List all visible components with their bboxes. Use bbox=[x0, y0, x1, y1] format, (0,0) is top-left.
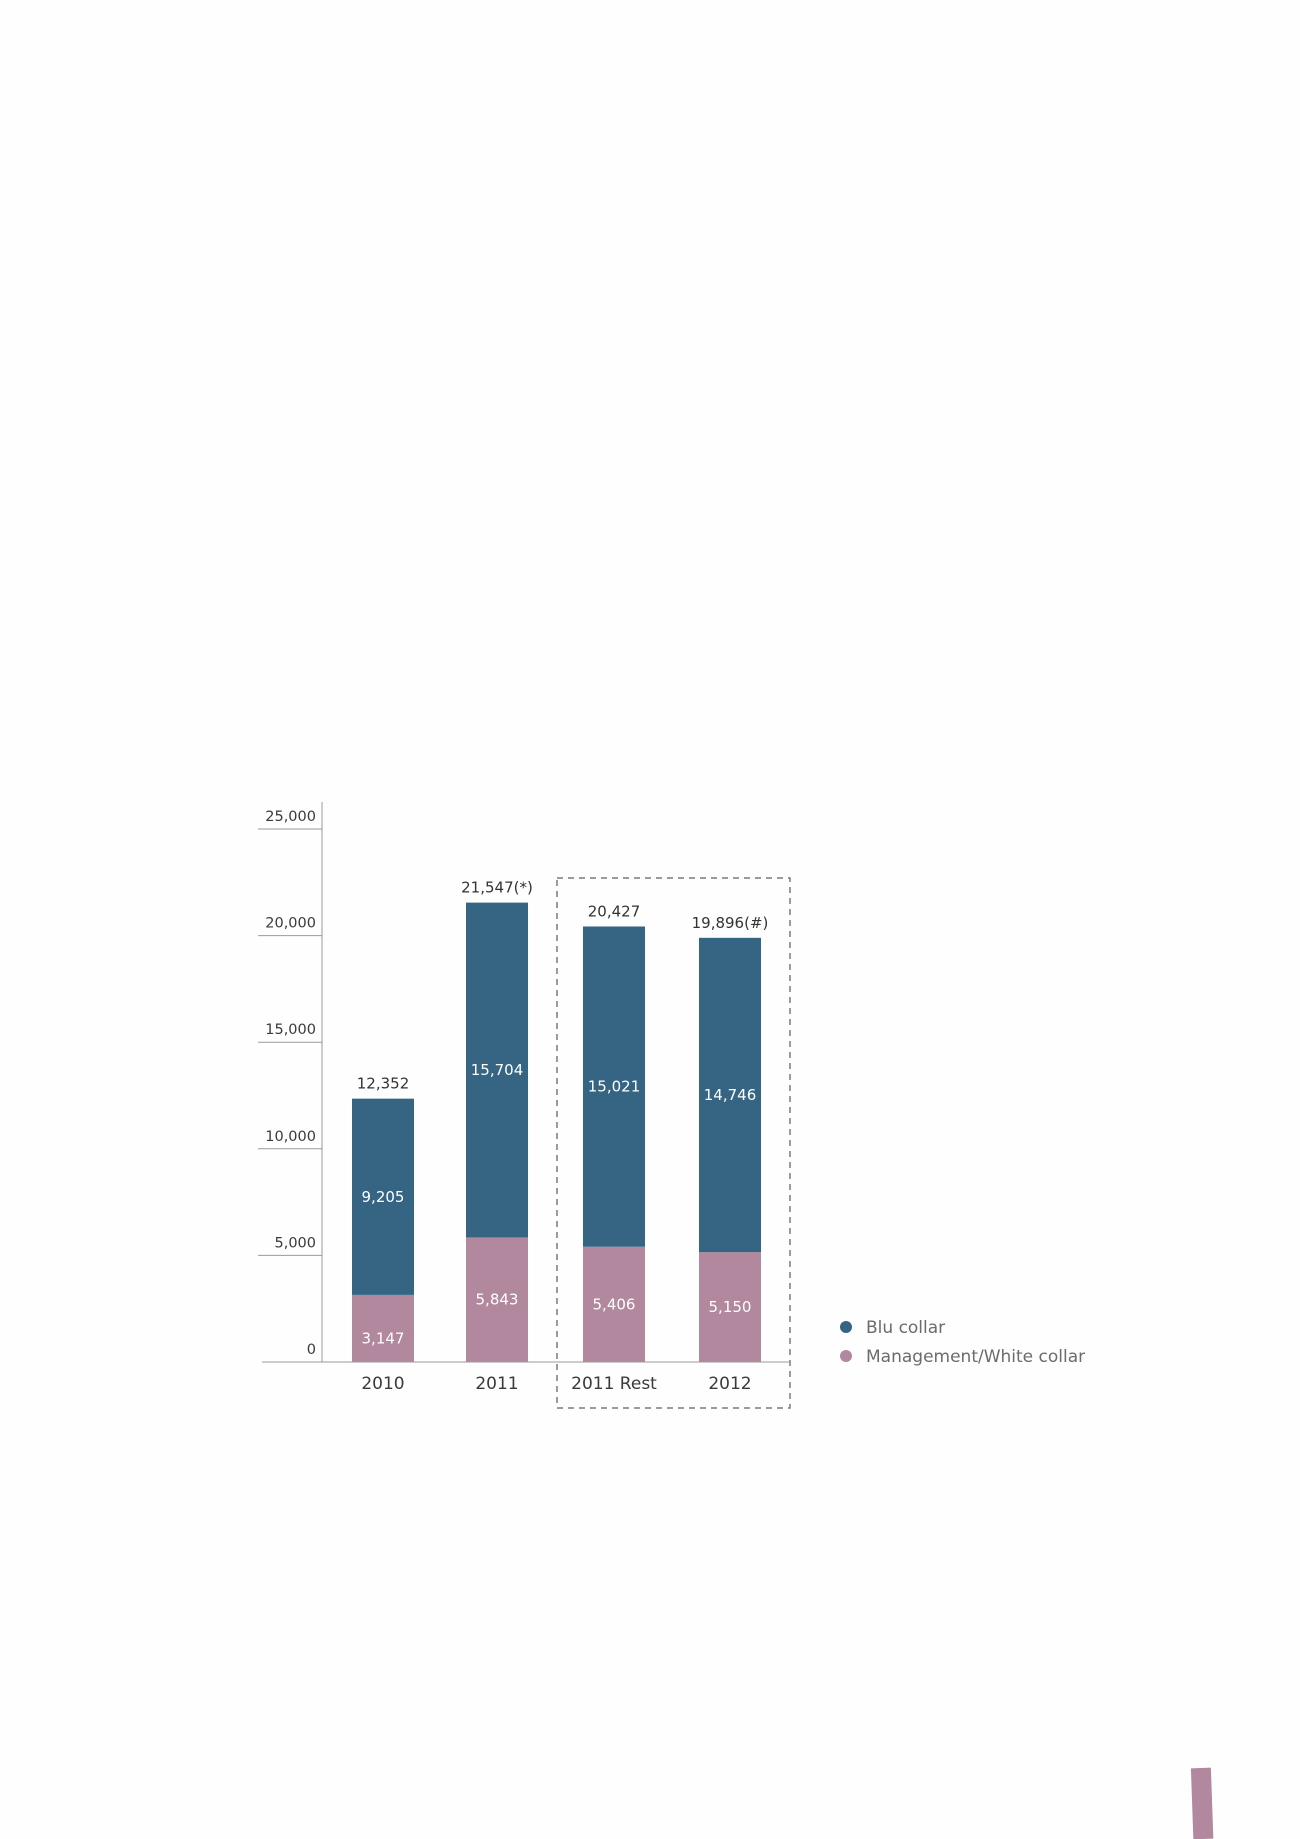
bar-segment-blu-collar bbox=[466, 902, 528, 1238]
y-tick-label: 15,000 bbox=[265, 1022, 316, 1038]
legend-marker bbox=[840, 1350, 852, 1362]
page-corner-tab bbox=[1190, 1767, 1214, 1839]
bars bbox=[352, 902, 761, 1362]
legend-label: Blu collar bbox=[866, 1318, 945, 1338]
highlight-box-rect bbox=[556, 877, 791, 1409]
bar-segment-blu-collar bbox=[699, 937, 761, 1253]
bar-segment-blu-collar bbox=[352, 1098, 414, 1295]
y-tick-label: 25,000 bbox=[265, 809, 316, 825]
y-tick-label: 5,000 bbox=[274, 1235, 316, 1251]
y-tick-label: 0 bbox=[307, 1342, 316, 1358]
y-tick-label: 20,000 bbox=[265, 916, 316, 932]
total-label: 21,547(*) bbox=[461, 879, 533, 897]
segment-label: 3,147 bbox=[362, 1329, 405, 1347]
total-label: 19,896(#) bbox=[692, 914, 769, 932]
x-axis: 2010 2011 2011 Rest 2012 bbox=[262, 1361, 790, 1394]
y-axis: 0 5,000 10,000 15,000 20,000 25,000 bbox=[258, 802, 323, 1362]
segment-label: 9,205 bbox=[362, 1188, 405, 1206]
legend-label: Management/White collar bbox=[866, 1347, 1085, 1367]
data-labels: 3,147 9,205 12,352 5,843 15,704 21,547(*) 5,40… bbox=[357, 879, 769, 1348]
x-tick-label: 2011 bbox=[475, 1374, 518, 1394]
bar-segment-management-white-collar bbox=[699, 1252, 761, 1362]
segment-label: 5,843 bbox=[476, 1291, 519, 1309]
x-tick-label: 2012 bbox=[708, 1374, 751, 1394]
y-tick-label: 10,000 bbox=[265, 1129, 316, 1145]
segment-label: 15,704 bbox=[471, 1061, 524, 1079]
total-label: 20,427 bbox=[588, 902, 641, 920]
bar-segment-management-white-collar bbox=[583, 1246, 645, 1362]
bar-segment-management-white-collar bbox=[466, 1237, 528, 1362]
legend-marker bbox=[840, 1321, 852, 1333]
x-tick-label: 2011 Rest bbox=[571, 1374, 657, 1394]
segment-label: 5,406 bbox=[593, 1295, 636, 1313]
highlight-box bbox=[556, 877, 791, 1409]
total-label: 12,352 bbox=[357, 1075, 410, 1093]
segment-label: 14,746 bbox=[704, 1086, 757, 1104]
bar-segment-blu-collar bbox=[583, 926, 645, 1247]
legend-item-blu-collar: Blu collar bbox=[840, 1318, 945, 1338]
segment-label: 15,021 bbox=[588, 1078, 641, 1096]
bar-segment-management-white-collar bbox=[352, 1294, 414, 1362]
x-tick-label: 2010 bbox=[361, 1374, 404, 1394]
legend-item-management-white-collar: Management/White collar bbox=[840, 1347, 1085, 1367]
segment-label: 5,150 bbox=[709, 1298, 752, 1316]
legend: Blu collar Management/White collar bbox=[840, 1318, 1085, 1367]
